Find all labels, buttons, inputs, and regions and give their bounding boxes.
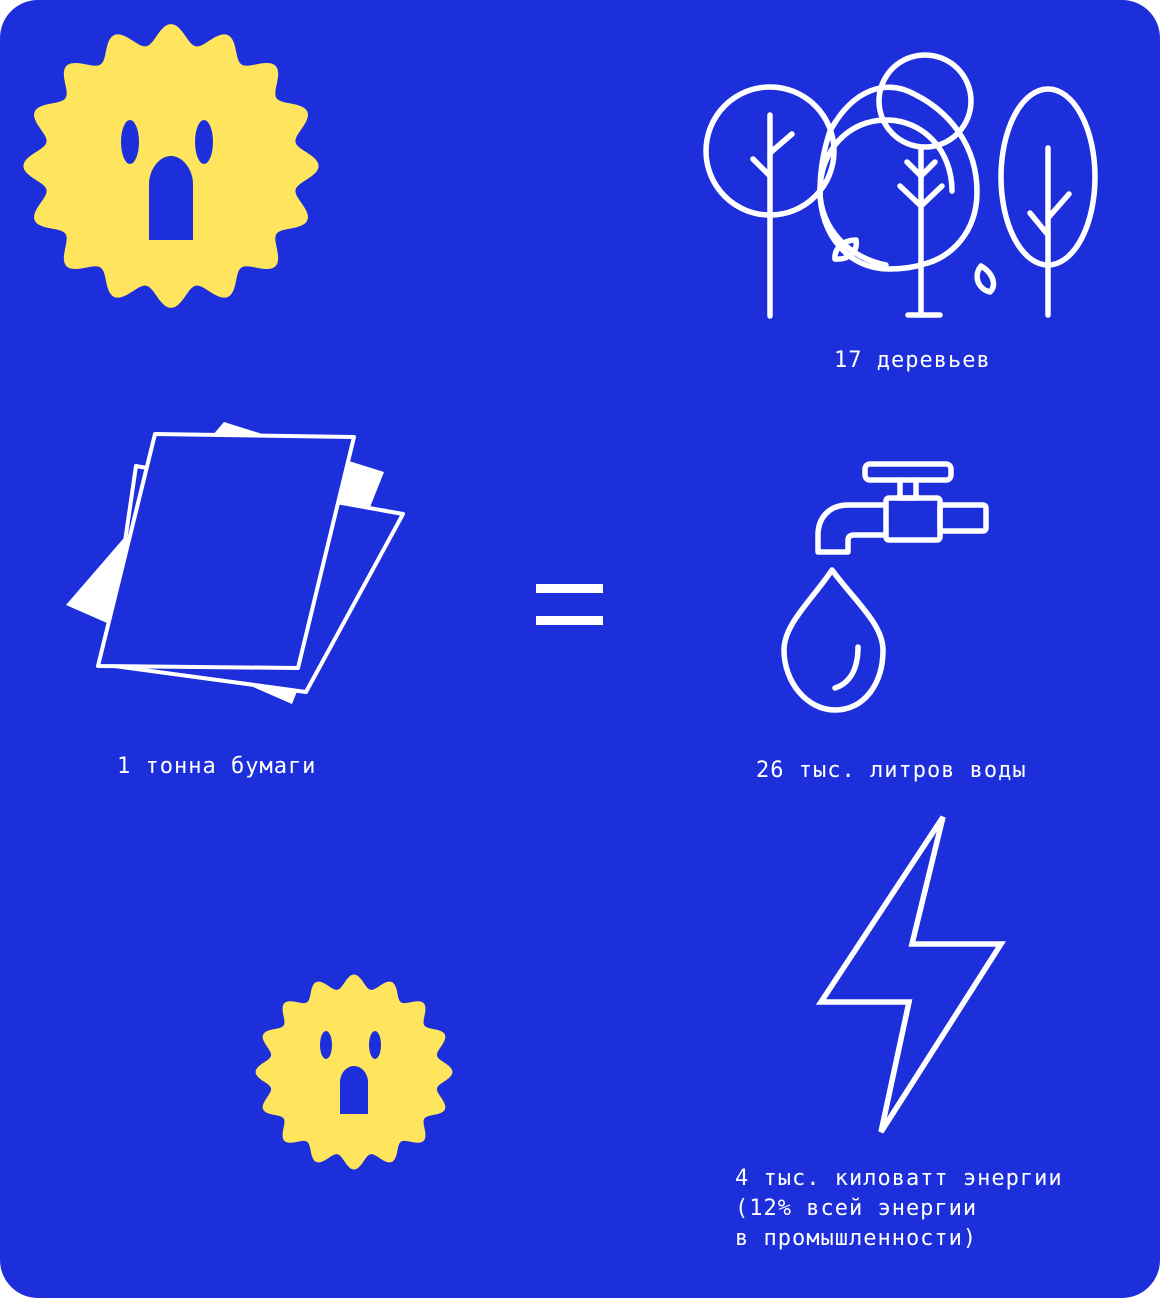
surprised-sun-icon (255, 974, 453, 1170)
surprised-sun-icon (23, 24, 319, 308)
lightning-icon (815, 815, 1007, 1134)
water-label: 26 тыс. литров воды (756, 758, 1027, 783)
equals-sign: = (536, 584, 603, 626)
trees-label: 17 деревьев (834, 348, 991, 373)
energy-label: 4 тыс. киловатт энергии (12% всей энерги… (735, 1166, 1063, 1251)
trees-icon (703, 52, 1098, 319)
paper-stack-icon (66, 422, 405, 704)
paper-label: 1 тонна бумаги (117, 754, 317, 779)
water-tap-icon (781, 461, 989, 713)
